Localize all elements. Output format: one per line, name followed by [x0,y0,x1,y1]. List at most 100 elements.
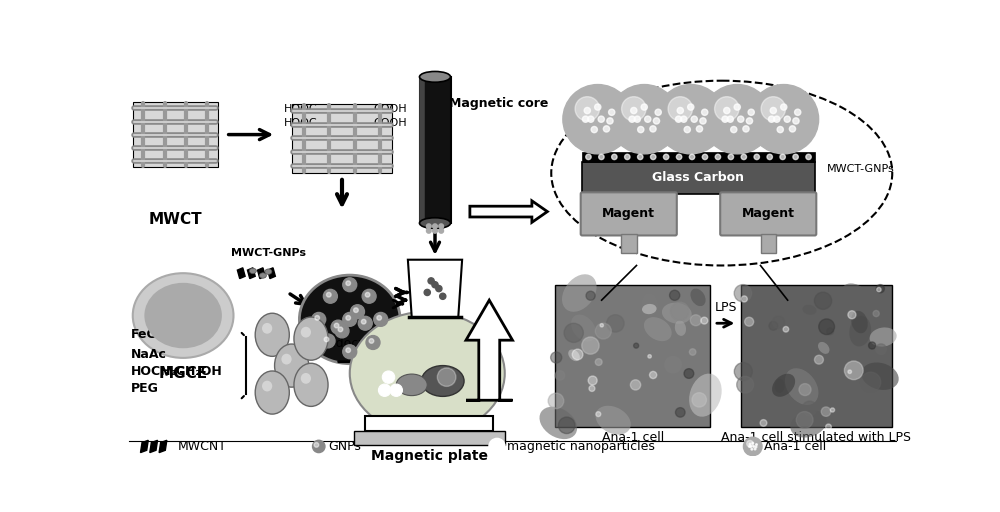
Bar [354,431,505,445]
Circle shape [374,312,388,326]
Ellipse shape [275,344,309,387]
Circle shape [827,328,834,335]
Ellipse shape [571,314,596,342]
Circle shape [439,224,444,228]
Circle shape [745,317,754,326]
Circle shape [802,401,817,416]
Circle shape [784,116,790,122]
Text: MWCT-GNPs: MWCT-GNPs [826,164,894,174]
Polygon shape [140,440,148,453]
Circle shape [876,344,886,354]
Circle shape [770,108,776,114]
Circle shape [588,376,597,385]
Circle shape [331,320,345,334]
Circle shape [631,108,637,114]
Circle shape [749,444,760,454]
Circle shape [749,443,751,445]
Circle shape [622,97,646,121]
Circle shape [848,370,852,374]
Ellipse shape [790,410,827,438]
Circle shape [607,118,613,124]
Circle shape [335,324,349,338]
Circle shape [821,407,831,416]
Circle shape [489,439,505,454]
Circle shape [869,342,876,349]
Circle shape [767,154,772,160]
Circle shape [774,116,780,122]
Circle shape [780,154,785,160]
Circle shape [772,109,810,147]
Circle shape [752,442,754,444]
Circle shape [751,449,753,450]
Circle shape [768,116,775,122]
Text: HOCH₂CH₂OH: HOCH₂CH₂OH [131,365,223,378]
Circle shape [819,319,835,335]
Ellipse shape [662,303,692,324]
Circle shape [877,287,881,292]
Ellipse shape [301,327,311,337]
Text: Magnetic plate: Magnetic plate [371,449,488,463]
Ellipse shape [761,369,773,385]
Circle shape [734,362,752,380]
Circle shape [638,126,644,133]
Text: Magent: Magent [742,207,795,220]
Circle shape [734,285,752,302]
Text: Magnetic core: Magnetic core [449,97,548,110]
Circle shape [586,109,624,147]
Circle shape [737,376,754,393]
Circle shape [684,369,694,378]
Circle shape [653,118,660,124]
Text: Glass Carbon: Glass Carbon [652,171,744,184]
Bar [741,285,892,427]
Circle shape [772,316,785,328]
Text: MWCNT: MWCNT [178,440,227,453]
Circle shape [338,327,343,332]
Ellipse shape [568,349,580,361]
Ellipse shape [299,275,400,364]
Circle shape [390,384,402,396]
Circle shape [746,118,753,124]
Circle shape [600,324,603,327]
Circle shape [799,383,811,396]
Circle shape [426,228,431,233]
Circle shape [679,109,717,147]
Circle shape [603,126,610,132]
Polygon shape [247,268,255,279]
Circle shape [692,393,706,407]
Circle shape [432,282,438,288]
Circle shape [599,154,604,160]
Circle shape [783,327,789,332]
Ellipse shape [262,323,272,334]
Circle shape [668,97,692,121]
Circle shape [586,154,591,160]
Ellipse shape [785,368,818,405]
Circle shape [439,228,444,233]
Circle shape [563,84,633,154]
Circle shape [756,444,757,445]
Circle shape [650,154,656,160]
Circle shape [351,305,364,318]
Circle shape [436,286,442,292]
Circle shape [589,386,595,392]
Circle shape [761,97,785,121]
Ellipse shape [144,283,222,348]
Circle shape [378,384,391,396]
Circle shape [748,109,754,115]
Ellipse shape [255,371,289,414]
Ellipse shape [675,321,686,336]
Ellipse shape [420,72,450,82]
Circle shape [334,323,339,328]
Text: MGCE: MGCE [159,366,208,380]
Ellipse shape [690,289,706,306]
Circle shape [689,349,696,355]
Text: endocytosis: endocytosis [320,337,395,350]
Circle shape [844,361,863,379]
Circle shape [595,104,601,110]
Text: MWCT-GNPs: MWCT-GNPs [231,248,306,258]
Polygon shape [258,268,265,279]
Circle shape [343,312,357,326]
Circle shape [715,97,739,121]
Circle shape [749,445,750,447]
Circle shape [346,315,351,320]
Circle shape [591,126,597,133]
